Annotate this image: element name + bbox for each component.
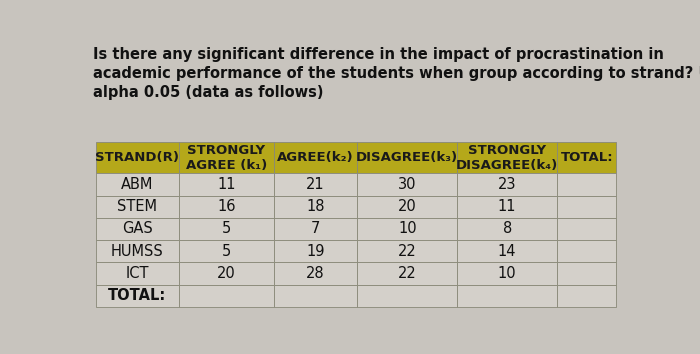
Bar — [557, 195, 617, 218]
Text: Is there any significant difference in the impact of procrastination in
academic: Is there any significant difference in t… — [93, 47, 700, 100]
Text: 20: 20 — [398, 199, 416, 214]
Bar — [179, 195, 274, 218]
Text: STEM: STEM — [118, 199, 158, 214]
Bar — [557, 173, 617, 195]
Text: 21: 21 — [306, 177, 325, 192]
Bar — [96, 195, 179, 218]
Text: STRONGLY
DISAGREE(k₄): STRONGLY DISAGREE(k₄) — [456, 144, 559, 172]
Bar — [457, 195, 557, 218]
Bar — [557, 142, 617, 173]
Bar — [179, 142, 274, 173]
Text: 5: 5 — [222, 244, 231, 259]
Bar — [96, 142, 179, 173]
Bar — [274, 262, 358, 285]
Text: 28: 28 — [306, 266, 325, 281]
Text: TOTAL:: TOTAL: — [108, 288, 167, 303]
Bar — [457, 173, 557, 195]
Text: 16: 16 — [217, 199, 236, 214]
Bar — [274, 173, 358, 195]
Bar — [457, 218, 557, 240]
Text: 8: 8 — [503, 222, 512, 236]
Bar — [274, 285, 358, 307]
Bar — [96, 173, 179, 195]
Text: 10: 10 — [398, 222, 416, 236]
Bar — [179, 262, 274, 285]
Bar — [358, 142, 457, 173]
Text: 23: 23 — [498, 177, 517, 192]
Bar — [358, 218, 457, 240]
Text: 7: 7 — [311, 222, 320, 236]
Text: 5: 5 — [222, 222, 231, 236]
Bar — [274, 240, 358, 262]
Text: STRONGLY
AGREE (k₁): STRONGLY AGREE (k₁) — [186, 144, 267, 172]
Bar — [557, 240, 617, 262]
Text: 10: 10 — [498, 266, 517, 281]
Bar — [358, 240, 457, 262]
Bar — [358, 195, 457, 218]
Bar — [358, 285, 457, 307]
Text: TOTAL:: TOTAL: — [561, 151, 613, 164]
Bar — [96, 218, 179, 240]
Text: 11: 11 — [498, 199, 517, 214]
Text: AGREE(k₂): AGREE(k₂) — [277, 151, 354, 164]
Text: 14: 14 — [498, 244, 517, 259]
Bar — [274, 195, 358, 218]
Text: HUMSS: HUMSS — [111, 244, 164, 259]
Bar — [557, 218, 617, 240]
Bar — [457, 285, 557, 307]
Text: ICT: ICT — [126, 266, 149, 281]
Bar — [179, 218, 274, 240]
Text: 19: 19 — [307, 244, 325, 259]
Bar — [179, 285, 274, 307]
Text: DISAGREE(k₃): DISAGREE(k₃) — [356, 151, 458, 164]
Text: 20: 20 — [217, 266, 236, 281]
Bar — [457, 240, 557, 262]
Text: 22: 22 — [398, 244, 416, 259]
Bar — [96, 240, 179, 262]
Bar — [179, 173, 274, 195]
Bar — [557, 262, 617, 285]
Text: 11: 11 — [217, 177, 236, 192]
Bar — [274, 218, 358, 240]
Text: 18: 18 — [307, 199, 325, 214]
Bar — [96, 262, 179, 285]
Bar — [274, 142, 358, 173]
Bar — [358, 173, 457, 195]
Text: GAS: GAS — [122, 222, 153, 236]
Bar — [358, 262, 457, 285]
Bar — [96, 285, 179, 307]
Bar — [557, 285, 617, 307]
Bar — [179, 240, 274, 262]
Bar — [457, 142, 557, 173]
Text: STRAND(R): STRAND(R) — [95, 151, 179, 164]
Text: ABM: ABM — [121, 177, 154, 192]
Text: 30: 30 — [398, 177, 416, 192]
Text: 22: 22 — [398, 266, 416, 281]
Bar — [457, 262, 557, 285]
